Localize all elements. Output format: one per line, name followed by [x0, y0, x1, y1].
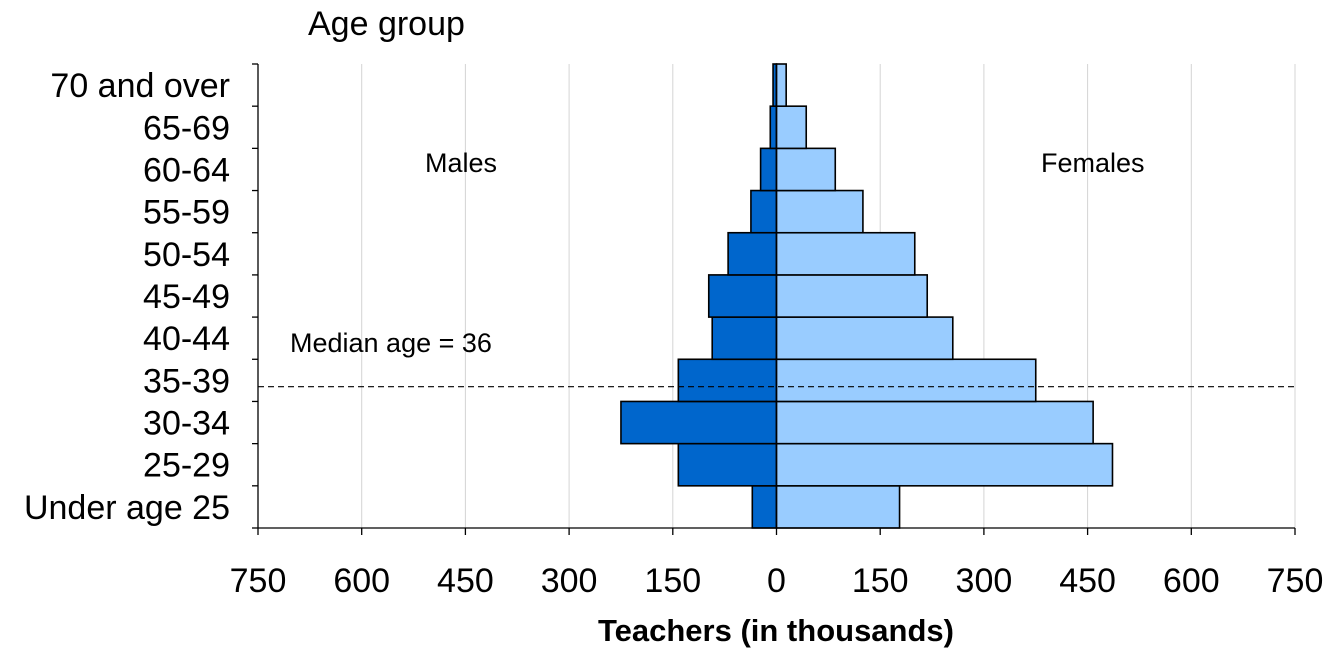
category-label: 65-69 [143, 109, 230, 147]
category-label: 70 and over [50, 67, 230, 105]
male-bar [769, 105, 778, 150]
male-bar [711, 316, 778, 361]
x-tick-label: 450 [437, 562, 494, 600]
category-label: Under age 25 [24, 489, 230, 527]
category-label: 55-59 [143, 194, 230, 232]
female-bar [775, 316, 954, 361]
female-bar [775, 358, 1037, 403]
male-bar [707, 274, 778, 318]
male-bar [677, 358, 778, 403]
category-label: 30-34 [143, 405, 230, 443]
female-bar [775, 274, 929, 318]
label-layer: Under age 25 25-29 30-34 35-39 40-44 45-49 50-… [24, 67, 1323, 600]
x-tick-label: 150 [644, 562, 701, 600]
x-tick-label: 750 [1267, 562, 1324, 600]
female-bar [775, 63, 787, 107]
female-bar [775, 231, 916, 276]
x-tick-label: 750 [230, 562, 287, 600]
x-tick-label: 300 [956, 562, 1013, 600]
category-label: 25-29 [143, 447, 230, 485]
x-tick-label: 150 [852, 562, 909, 600]
category-label: 35-39 [143, 362, 230, 400]
median-annotation: Median age = 36 [290, 328, 492, 358]
male-bar [751, 485, 778, 529]
female-bar [775, 400, 1094, 445]
male-bar [677, 442, 778, 487]
category-label: 60-64 [143, 151, 230, 189]
category-label: 40-44 [143, 320, 230, 358]
x-tick-label: 600 [333, 562, 390, 600]
category-label: 50-54 [143, 236, 230, 274]
females-side-label: Females [1041, 148, 1145, 178]
female-bar [775, 147, 837, 192]
male-bar [620, 400, 778, 445]
axis-layer [252, 63, 1296, 535]
female-bar [775, 442, 1114, 487]
x-tick-label: 600 [1163, 562, 1220, 600]
male-bar [727, 231, 778, 276]
males-side-label: Males [425, 148, 497, 178]
male-bar [759, 147, 778, 192]
female-bar [775, 189, 864, 234]
female-bar [775, 485, 901, 529]
male-bar [750, 189, 778, 234]
y-axis-title: Age group [308, 5, 465, 43]
x-tick-label: 0 [767, 562, 786, 600]
category-label: 45-49 [143, 278, 230, 316]
bar-layer [620, 63, 1114, 529]
x-tick-label: 300 [541, 562, 598, 600]
x-axis-title: Teachers (in thousands) [598, 613, 954, 648]
x-tick-label: 450 [1059, 562, 1116, 600]
female-bar [775, 105, 808, 150]
